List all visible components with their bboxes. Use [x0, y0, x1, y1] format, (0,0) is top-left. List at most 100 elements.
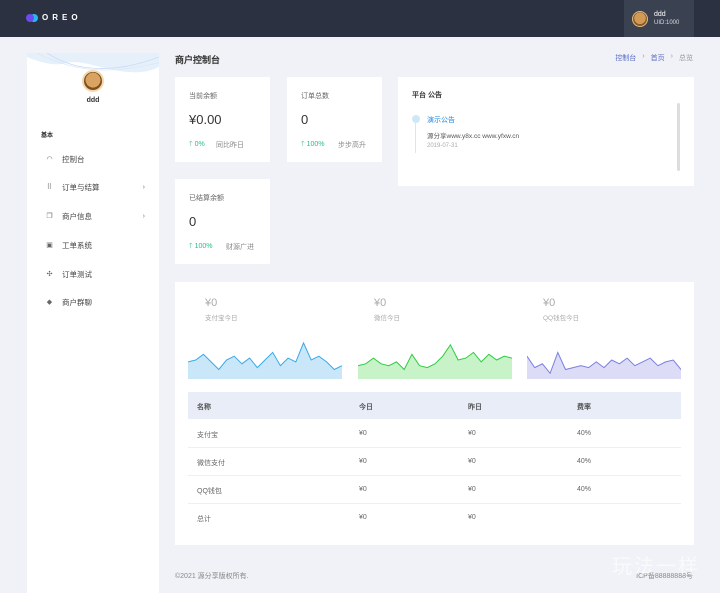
user-uid: UID:1000 [654, 19, 680, 26]
sidebar-item-label: 商户信息 [62, 211, 92, 221]
cell-name: 微信支付 [197, 460, 225, 467]
column-header-name: 名称 [197, 404, 211, 411]
sidebar-item-orders[interactable]: ⠿ 订单与结算 › [45, 180, 145, 194]
cell-rate: 40% [577, 430, 592, 437]
page-title: 商户控制台 [175, 55, 221, 65]
stat-label: 已结算余额 [189, 195, 224, 202]
logo[interactable]: OREO [26, 13, 82, 22]
alipay-sparkline [188, 341, 342, 379]
copy-icon: ❐ [46, 213, 53, 220]
cell-rate: 40% [577, 486, 592, 493]
sidebar-item-label: 订单与结算 [62, 182, 100, 192]
user-name: ddd [654, 10, 666, 18]
sidebar-item-tickets[interactable]: ▣ 工单系统 [45, 238, 145, 252]
payment-overview-card: ¥0 支付宝今日 ¥0 微信今日 ¥0 QQ钱包今日 名称 今日 昨日 费率 支… [175, 282, 694, 545]
sidebar-section-label: 基本 [41, 133, 54, 139]
trend-value: 100% [194, 243, 213, 250]
table-row: 微信支付 ¥0 ¥0 40% [188, 448, 681, 476]
trend-value: 100% [306, 141, 325, 148]
sidebar-item-group-chat[interactable]: ◆ 商户群聊 [45, 295, 145, 309]
user-card-icon: ▣ [46, 242, 53, 249]
trend-up-indicator: 🡑 0% [189, 141, 205, 148]
sidebar-item-label: 订单测试 [62, 269, 92, 279]
breadcrumb-console[interactable]: 控制台 [615, 55, 637, 62]
table-row: QQ钱包 ¥0 ¥0 40% [188, 476, 681, 504]
sidebar-item-label: 控制台 [62, 154, 85, 164]
stat-label: 当前余额 [189, 93, 217, 100]
column-header-yesterday: 昨日 [468, 404, 482, 411]
alipay-today-value: ¥0 [205, 297, 218, 309]
sparkline-area [358, 344, 512, 379]
avatar [632, 10, 648, 27]
trend-up-indicator: 🡑 100% [189, 243, 213, 250]
cell-today: ¥0 [359, 458, 367, 465]
sidebar: ddd 基本 ◠ 控制台 ⠿ 订单与结算 › ❐ 商户信息 › ▣ 工单系统 ✣… [27, 53, 159, 593]
cell-name: 总计 [197, 516, 211, 523]
notice-item-body: 源分享www.y8x.cc www.yfxw.cn [427, 133, 520, 140]
cell-today: ¥0 [359, 514, 367, 521]
sparkline-line [527, 351, 681, 375]
sidebar-item-label: 商户群聊 [62, 297, 92, 307]
cell-rate: 40% [577, 458, 592, 465]
table-header: 名称 今日 昨日 费率 [188, 392, 681, 419]
sidebar-item-label: 工单系统 [62, 240, 92, 250]
top-navbar: OREO ddd UID:1000 [0, 0, 720, 37]
wechat-today-value: ¥0 [374, 297, 387, 309]
timeline-line [415, 123, 416, 153]
stat-card-settled: 已结算余额 0 🡑 100% 财源广进 [175, 179, 270, 264]
notice-card: 平台 公告 演示公告 源分享www.y8x.cc www.yfxw.cn 201… [398, 77, 694, 186]
breadcrumb-separator: › [642, 53, 645, 60]
qq-sparkline [527, 351, 681, 379]
breadcrumb-home[interactable]: 首页 [650, 55, 665, 62]
trend-up-indicator: 🡑 100% [301, 141, 325, 148]
sidebar-item-dashboard[interactable]: ◠ 控制台 [45, 152, 145, 166]
stat-value: ¥0.00 [189, 112, 222, 127]
breadcrumb-overview: 总览 [679, 55, 693, 62]
grid-icon: ⠿ [46, 184, 53, 191]
sidebar-wave-decoration [27, 53, 159, 73]
timeline-dot [412, 115, 420, 123]
notice-item-title[interactable]: 演示公告 [427, 117, 455, 124]
stat-value: 0 [189, 214, 197, 229]
cell-yesterday: ¥0 [468, 430, 476, 437]
dashboard-icon: ◠ [46, 156, 53, 163]
sparkline-line [188, 341, 342, 371]
sidebar-item-order-test[interactable]: ✣ 订单测试 [45, 267, 145, 281]
breadcrumb-separator: › [670, 53, 673, 60]
sparkline-area [527, 352, 681, 379]
column-header-today: 今日 [359, 404, 373, 411]
sparkline-area [188, 342, 342, 379]
stat-card-balance: 当前余额 ¥0.00 🡑 0% 同比昨日 [175, 77, 270, 162]
cell-yesterday: ¥0 [468, 514, 476, 521]
notice-title: 平台 公告 [412, 92, 442, 99]
qq-today-label: QQ钱包今日 [543, 315, 580, 322]
stat-note: 步步高升 [338, 142, 366, 149]
network-icon: ✣ [46, 271, 53, 278]
cell-yesterday: ¥0 [468, 486, 476, 493]
chevron-right-icon: › [142, 212, 145, 220]
alipay-today-label: 支付宝今日 [205, 315, 238, 322]
logo-text: OREO [42, 13, 82, 22]
user-menu[interactable]: ddd UID:1000 [624, 0, 694, 37]
group-icon: ◆ [46, 299, 53, 306]
sidebar-avatar[interactable] [82, 70, 104, 92]
column-header-rate: 费率 [577, 404, 591, 411]
watermark: 玩法一样 [612, 556, 700, 578]
cell-today: ¥0 [359, 430, 367, 437]
wechat-sparkline [358, 343, 512, 379]
stat-note: 财源广进 [226, 244, 254, 251]
wechat-today-label: 微信今日 [374, 315, 400, 322]
chevron-right-icon: › [142, 183, 145, 191]
scrollbar[interactable] [677, 103, 680, 171]
cell-name: 支付宝 [197, 432, 218, 439]
sidebar-item-merchant-info[interactable]: ❐ 商户信息 › [45, 209, 145, 223]
stat-label: 订单总数 [301, 93, 329, 100]
cell-name: QQ钱包 [197, 488, 222, 495]
breadcrumb: 控制台 › 首页 › 总览 [615, 53, 693, 63]
sidebar-user-name: ddd [86, 97, 100, 104]
footer-icp[interactable]: ICP备88888888号 [636, 573, 693, 580]
trend-value: 0% [194, 141, 205, 148]
stat-value: 0 [301, 112, 309, 127]
qq-today-value: ¥0 [543, 297, 556, 309]
logo-mark-icon [26, 13, 34, 22]
